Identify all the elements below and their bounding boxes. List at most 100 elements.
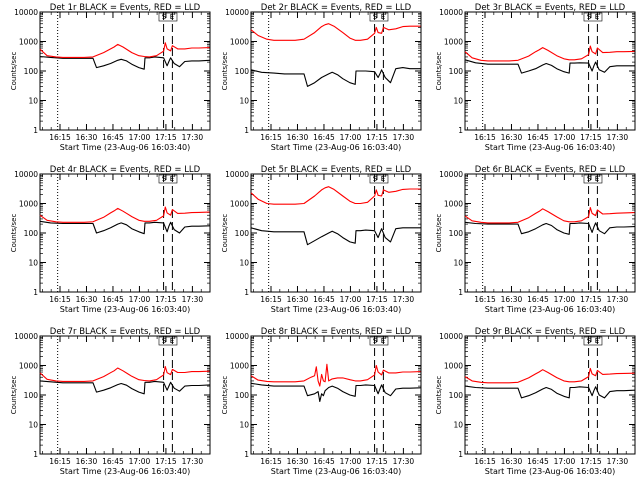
x-tick-label: 16:30 (76, 133, 98, 142)
series-line-lld (464, 45, 635, 62)
plot-frame (464, 11, 636, 131)
y-tick-label: 100 (449, 391, 464, 400)
y-axis-label: Counts/sec (435, 214, 443, 253)
y-tick-label: 10000 (439, 8, 463, 17)
y-axis-label: Counts/sec (221, 52, 229, 91)
top-marker-label: E (170, 175, 174, 183)
x-tick-label: 17:15 (155, 457, 177, 466)
plot-frame (464, 173, 636, 293)
top-marker-label: E (170, 337, 174, 345)
y-tick-label: 100 (449, 67, 464, 76)
y-tick-label: 10 (239, 259, 249, 268)
panel-title: Det 1r BLACK = Events, RED = LLD (50, 3, 201, 13)
y-tick-label: 1 (244, 126, 249, 135)
x-tick-label: 16:30 (501, 457, 523, 466)
top-marker-label: S (373, 13, 378, 21)
panel-1: Det 1r BLACK = Events, RED = LLD 1 10 100 10… (10, 3, 211, 152)
x-tick-label: 16:45 (313, 133, 335, 142)
panel-title: Det 7r BLACK = Events, RED = LLD (50, 327, 201, 337)
y-tick-label: 1 (244, 288, 249, 297)
top-marker-label: S (587, 337, 592, 345)
x-tick-label: 16:45 (313, 457, 335, 466)
x-tick-label: 17:30 (607, 133, 629, 142)
y-tick-label: 10 (28, 421, 38, 430)
x-tick-label: 16:15 (474, 457, 496, 466)
top-marker-label: E (381, 337, 385, 345)
y-tick-label: 1 (458, 126, 463, 135)
top-marker-label: E (595, 13, 599, 21)
panel-7: Det 7r BLACK = Events, RED = LLD 1 10 100 10… (10, 327, 211, 476)
y-tick-label: 1000 (230, 200, 249, 209)
y-tick-label: 10 (28, 259, 38, 268)
y-tick-label: 10000 (14, 8, 38, 17)
y-axis-label: Counts/sec (10, 52, 18, 91)
x-axis-label: Start Time (23-Aug-06 16:03:40) (271, 467, 402, 476)
x-tick-label: 17:15 (155, 295, 177, 304)
y-tick-label: 100 (235, 229, 250, 238)
y-axis-label: Counts/sec (10, 214, 18, 253)
x-tick-label: 16:15 (49, 457, 71, 466)
x-tick-label: 16:45 (313, 295, 335, 304)
series-line-lld (250, 186, 421, 205)
panel-title: Det 2r BLACK = Events, RED = LLD (261, 3, 412, 13)
x-tick-label: 16:15 (260, 133, 282, 142)
y-tick-label: 10000 (225, 170, 249, 179)
x-tick-label: 16:30 (501, 295, 523, 304)
panel-5: Det 5r BLACK = Events, RED = LLD 1 10 100 10… (221, 165, 422, 314)
x-axis-label: Start Time (23-Aug-06 16:03:40) (485, 305, 616, 314)
y-tick-label: 10 (239, 421, 249, 430)
x-tick-label: 17:15 (366, 457, 388, 466)
x-tick-label: 16:30 (76, 457, 98, 466)
panel-title: Det 9r BLACK = Events, RED = LLD (475, 327, 626, 337)
x-tick-label: 17:15 (580, 133, 602, 142)
y-tick-label: 10000 (14, 170, 38, 179)
top-marker-label: E (381, 175, 385, 183)
x-tick-label: 17:30 (393, 295, 415, 304)
top-marker-box (369, 336, 389, 346)
x-tick-label: 17:00 (129, 133, 151, 142)
x-tick-label: 17:00 (340, 295, 362, 304)
plot-frame (464, 335, 636, 455)
x-tick-label: 16:15 (260, 295, 282, 304)
y-axis-label: Counts/sec (435, 52, 443, 91)
top-marker-box (369, 12, 389, 22)
x-tick-label: 17:30 (182, 133, 204, 142)
series-line-lld (39, 366, 210, 382)
x-tick-label: 16:45 (102, 457, 124, 466)
x-tick-label: 17:15 (366, 133, 388, 142)
x-tick-label: 16:30 (287, 295, 309, 304)
y-tick-label: 1 (33, 126, 38, 135)
y-axis-label: Counts/sec (10, 376, 18, 415)
x-axis-label: Start Time (23-Aug-06 16:03:40) (271, 143, 402, 152)
series-line-lld (39, 42, 210, 58)
x-tick-label: 16:45 (527, 295, 549, 304)
x-axis-label: Start Time (23-Aug-06 16:03:40) (485, 143, 616, 152)
series-line-lld (250, 363, 421, 387)
x-tick-label: 16:15 (49, 133, 71, 142)
panel-6: Det 6r BLACK = Events, RED = LLD 1 10 100 10… (435, 165, 636, 314)
y-tick-label: 100 (235, 67, 250, 76)
series-line-events (464, 221, 635, 235)
x-tick-label: 17:30 (182, 295, 204, 304)
top-marker-box (583, 174, 603, 184)
y-tick-label: 1000 (230, 362, 249, 371)
x-tick-label: 17:30 (393, 457, 415, 466)
top-marker-label: S (373, 337, 378, 345)
top-marker-label: S (162, 175, 167, 183)
y-tick-label: 100 (24, 67, 39, 76)
x-tick-label: 16:15 (474, 295, 496, 304)
y-tick-label: 1 (458, 450, 463, 459)
panel-2: Det 2r BLACK = Events, RED = LLD 1 10 100 10… (221, 3, 422, 152)
top-marker-label: E (170, 13, 174, 21)
x-axis-label: Start Time (23-Aug-06 16:03:40) (60, 143, 191, 152)
x-tick-label: 17:00 (554, 133, 576, 142)
y-tick-label: 10000 (14, 332, 38, 341)
x-tick-label: 16:45 (102, 295, 124, 304)
panel-title: Det 5r BLACK = Events, RED = LLD (261, 165, 412, 175)
x-tick-label: 17:00 (340, 457, 362, 466)
series-line-lld (464, 206, 635, 224)
x-axis-label: Start Time (23-Aug-06 16:03:40) (60, 305, 191, 314)
x-tick-label: 17:00 (129, 457, 151, 466)
top-marker-box (158, 12, 178, 22)
panel-title: Det 6r BLACK = Events, RED = LLD (475, 165, 626, 175)
